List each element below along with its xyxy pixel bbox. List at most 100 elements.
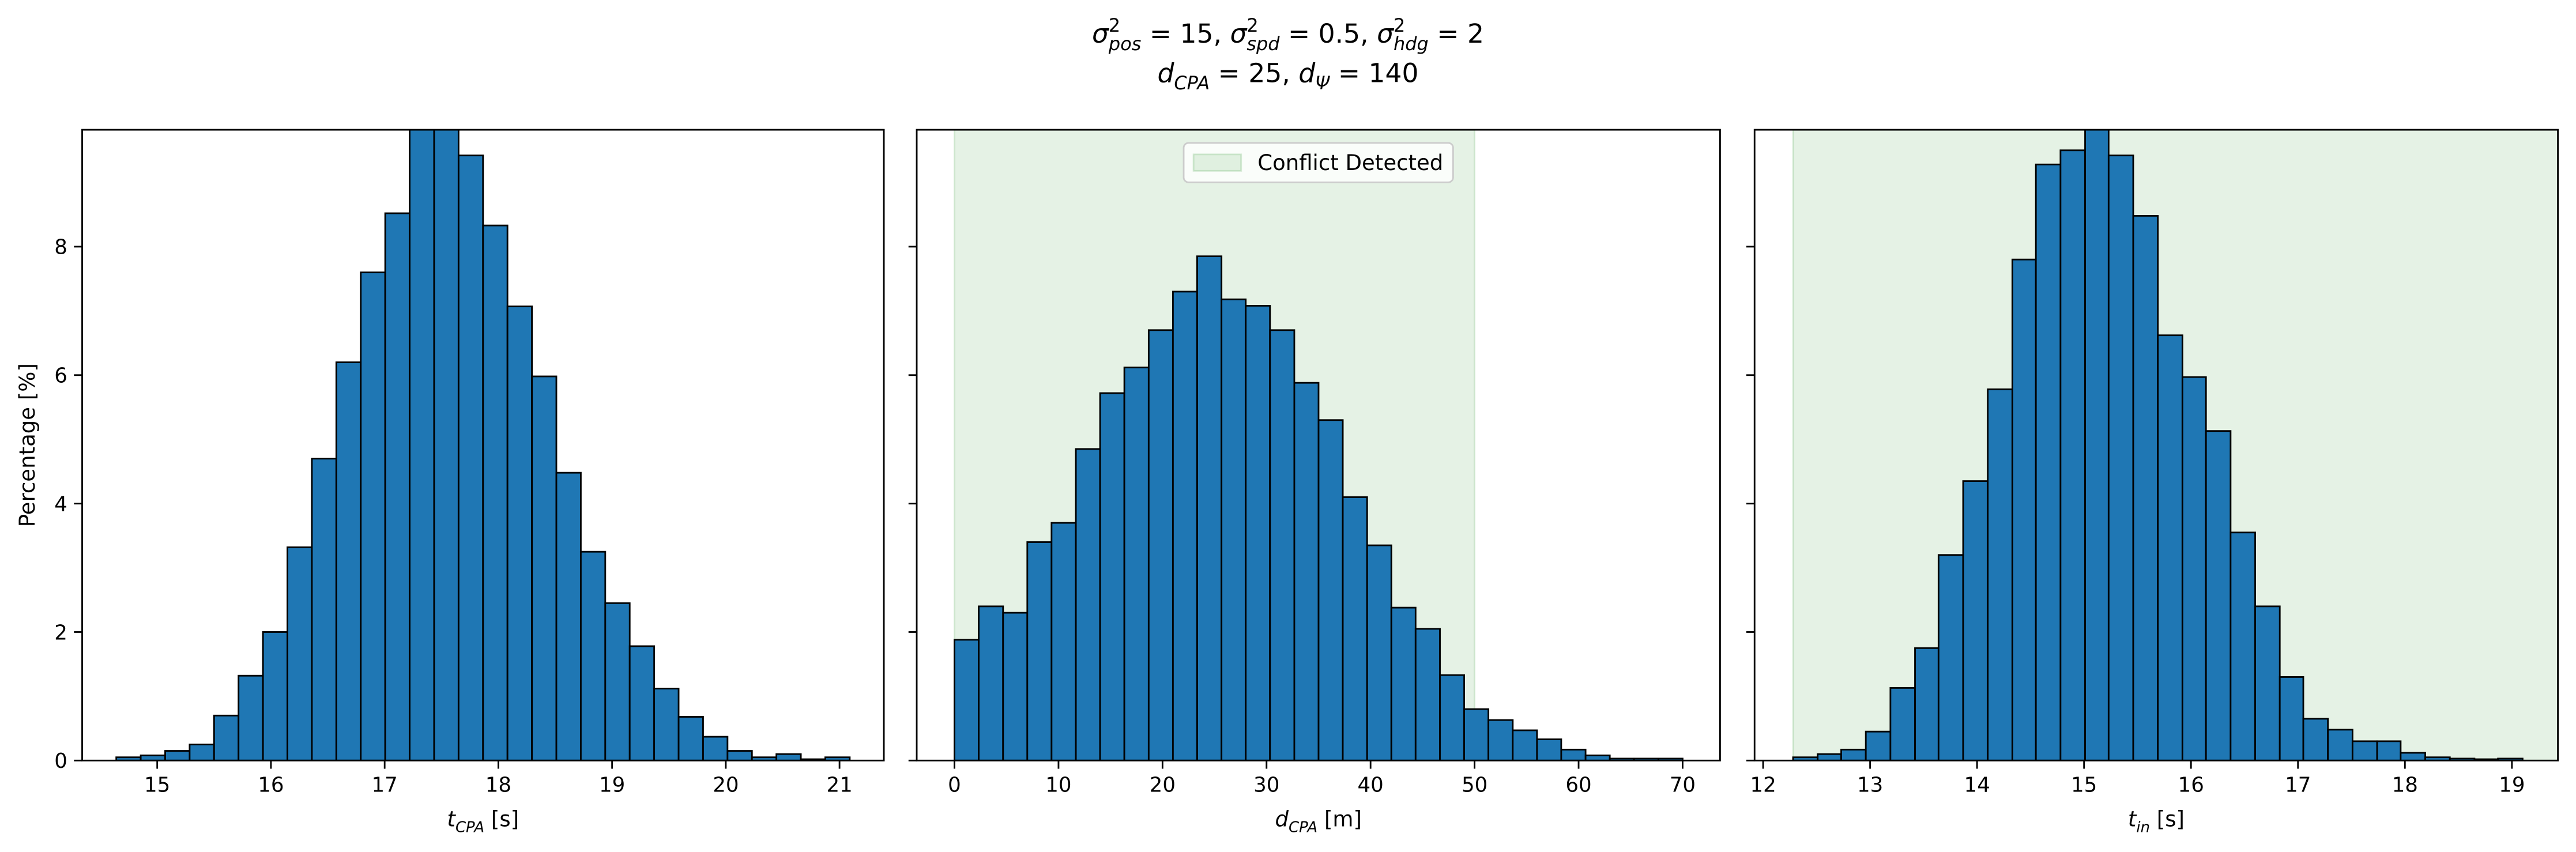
histogram-bar — [1512, 729, 1538, 761]
x-tick-label: 19 — [2499, 773, 2525, 797]
text-segment: hdg — [1394, 33, 1429, 55]
plot-area — [115, 130, 851, 761]
x-tick-label: 17 — [2285, 773, 2311, 797]
text-segment: σ — [1230, 18, 1248, 49]
x-tick-label: 40 — [1358, 773, 1384, 797]
histogram-bar — [653, 688, 680, 761]
x-tick-label: 60 — [1565, 773, 1591, 797]
histogram-bar — [1123, 366, 1150, 761]
x-tick-label: 10 — [1045, 773, 1071, 797]
histogram-bar — [1196, 255, 1223, 761]
histogram-bar — [555, 472, 582, 761]
x-axis-label: tCPA [s] — [447, 806, 519, 836]
histogram-bar — [1987, 388, 2013, 761]
y-tick-label: 4 — [54, 492, 67, 516]
histogram-bar — [2400, 752, 2426, 761]
histogram-bar — [1002, 612, 1029, 761]
x-tick-label: 15 — [2071, 773, 2097, 797]
x-tick-label: 30 — [1253, 773, 1279, 797]
histogram-bar — [954, 639, 980, 761]
histogram-bar — [482, 224, 509, 761]
y-tick-label: 6 — [54, 364, 67, 388]
text-segment: = 2 — [1429, 18, 1484, 49]
histogram-bar — [677, 716, 704, 761]
text-segment: 2 — [1246, 14, 1258, 36]
text-segment: CPA — [1289, 819, 1317, 836]
histogram-bar — [1865, 730, 1892, 761]
y-tick-label: 8 — [54, 236, 67, 259]
histogram-bar — [2279, 676, 2304, 761]
histogram-bar — [213, 714, 240, 761]
x-tick-label: 0 — [948, 773, 961, 797]
histogram-bar — [287, 546, 313, 761]
histogram-bar — [164, 750, 191, 761]
text-segment: 2 — [1394, 14, 1405, 36]
histogram-bar — [775, 753, 802, 761]
x-tick-label: 12 — [1750, 773, 1776, 797]
axes-frame — [1753, 129, 2559, 761]
histogram-bar — [1221, 298, 1247, 761]
histogram-bar — [1414, 628, 1441, 761]
x-tick-label: 17 — [372, 773, 398, 797]
histogram-bar — [1075, 448, 1101, 761]
histogram-bar — [1840, 748, 1867, 761]
histogram-bar — [604, 602, 631, 761]
histogram-bar — [1172, 291, 1198, 761]
histogram-bar — [506, 306, 533, 761]
histogram-bar — [384, 212, 410, 761]
x-tick-label: 50 — [1462, 773, 1487, 797]
histogram-bar — [2107, 154, 2134, 761]
x-tick-label: 20 — [713, 773, 739, 797]
histogram-bar — [1269, 329, 1295, 761]
text-segment: CPA — [1174, 72, 1210, 94]
histogram-bar — [2157, 334, 2183, 761]
x-tick-label: 14 — [1964, 773, 1990, 797]
text-segment: [m] — [1317, 806, 1362, 831]
text-segment: spd — [1246, 33, 1280, 55]
text-segment: t — [447, 806, 456, 831]
histogram-bar — [1390, 606, 1417, 761]
histogram-bar — [726, 750, 753, 761]
x-axis-label: dCPA [m] — [1275, 806, 1362, 836]
figure-title: dCPA = 25, dΨ = 140 — [1157, 58, 1418, 94]
text-segment: [s] — [484, 806, 519, 831]
histogram-bar — [1099, 392, 1125, 761]
text-segment: = 15, — [1141, 18, 1230, 49]
x-tick-label: 21 — [826, 773, 852, 797]
y-tick-label: 0 — [54, 749, 67, 773]
histogram-bar — [1317, 419, 1344, 761]
histogram-bar — [2059, 149, 2086, 761]
histogram-bar — [1817, 753, 1842, 761]
text-segment: 2 — [1109, 14, 1120, 36]
text-segment: σ — [1092, 18, 1110, 49]
histogram-bar — [2011, 258, 2037, 761]
histogram-bar — [1147, 329, 1174, 761]
x-tick-label: 19 — [599, 773, 625, 797]
y-tick-label: 2 — [54, 621, 67, 644]
subplot: 0 10 20 30 40 50 60 70 dCPA [m] Conflict Detected — [908, 129, 1721, 836]
histogram-bar — [1463, 708, 1490, 761]
x-tick-label: 18 — [2392, 773, 2418, 797]
histogram-bar — [1245, 304, 1271, 761]
text-segment: CPA — [455, 819, 484, 836]
histogram-bar — [1962, 480, 1989, 761]
y-axis-label: Percentage [%] — [15, 363, 40, 527]
text-segment: σ — [1377, 18, 1395, 49]
text-segment: in — [2136, 819, 2150, 836]
figure-title: σ2 pos = 15, σ2 spd = 0.5, σ2 hdg = 2 — [1092, 14, 1484, 55]
histogram-bar — [2302, 718, 2329, 761]
text-segment: t — [2128, 806, 2137, 831]
histogram-bar — [1536, 738, 1562, 761]
histogram-bar — [335, 361, 362, 761]
histogram-bar — [311, 458, 337, 761]
x-tick-label: 16 — [258, 773, 284, 797]
histogram-bar — [1937, 554, 1964, 761]
histogram-bar — [531, 375, 558, 761]
histogram-bar — [2181, 376, 2207, 761]
axes-frame — [81, 129, 885, 761]
histogram-bar — [2205, 430, 2232, 761]
histogram-bar — [1293, 382, 1320, 761]
text-segment: Ψ — [1315, 72, 1330, 94]
histogram-bar — [2327, 729, 2353, 761]
